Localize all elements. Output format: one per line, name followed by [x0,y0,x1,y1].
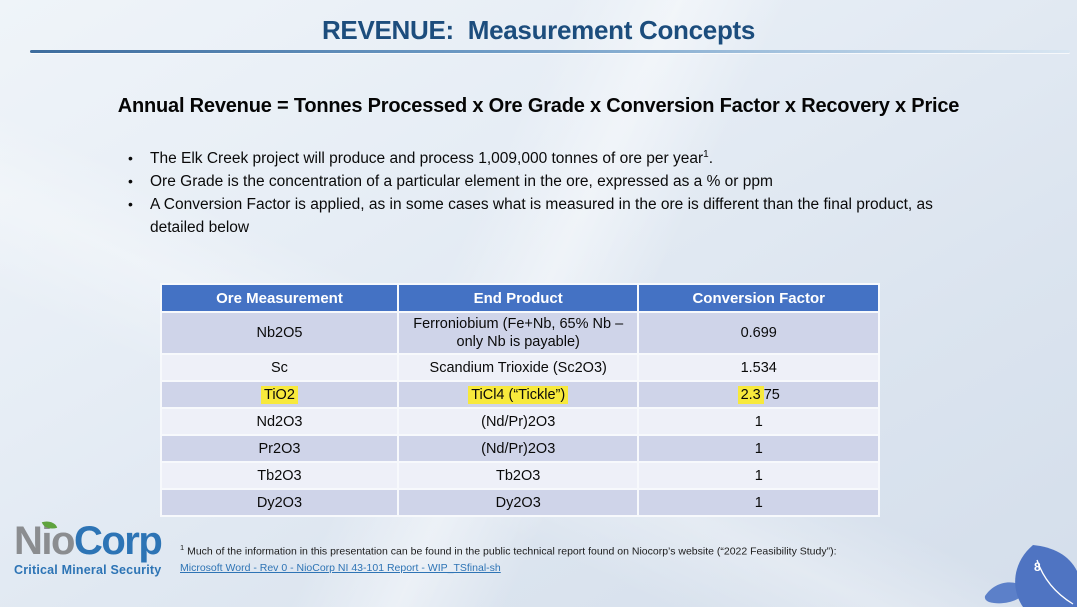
cell-product: Scandium Trioxide (Sc2O3) [396,353,640,382]
slide-title: REVENUE: Measurement Concepts [321,15,756,45]
table-row: Sc Scandium Trioxide (Sc2O3) 1.534 [160,353,880,382]
logo-text-corp: Corp [73,519,163,563]
logo-wordmark: NioCorp [14,518,184,563]
large-leaf-icon [1015,545,1077,607]
footnote-marker: 1 [703,148,709,160]
logo-tagline: Critical Mineral Security [14,563,162,577]
cell-factor: 2.3 75 [637,380,880,409]
bullet-elk-creek: The Elk Creek project will produce and p… [128,147,978,170]
table-row: Dy2O3 Dy2O3 1 [160,488,880,517]
bullet-text: Ore Grade is the concentration of a part… [150,173,773,190]
cell-product: (Nd/Pr)2O3 [396,434,640,463]
footnote-text: Much of the information in this presenta… [184,545,837,558]
cell-ore: Tb2O3 [160,461,399,490]
cell-ore: Nd2O3 [160,407,399,436]
cell-product: (Nd/Pr)2O3 [396,407,640,436]
cell-ore: Sc [160,353,399,382]
page-number: 8 [1034,560,1041,574]
highlighted-text: TiO2 [261,385,298,404]
bullet-conversion-factor: A Conversion Factor is applied, as in so… [128,193,978,239]
column-header-end-product: End Product [396,283,640,313]
factor-rest: 75 [763,386,780,403]
cell-factor: 1 [637,407,880,436]
cell-factor: 1 [637,434,880,463]
table-row: Tb2O3 Tb2O3 1 [160,461,880,490]
table-row-highlighted: TiO2 TiCl4 (“Tickle”) 2.3 75 [160,380,880,409]
cell-ore: Nb2O5 [160,311,399,355]
bullet-text: The Elk Creek project will produce and p… [150,150,704,167]
cell-product: TiCl4 (“Tickle”) [396,380,640,409]
corner-leaf-decoration: 8 [984,545,1077,607]
footnote: 1 Much of the information in this presen… [180,540,890,576]
highlighted-text: 2.3 [737,385,764,404]
title-divider [30,50,1070,53]
bullet-list: The Elk Creek project will produce and p… [128,147,978,239]
cell-ore: Dy2O3 [160,488,399,517]
cell-product: Ferroniobium (Fe+Nb, 65% Nb – only Nb is… [396,311,640,355]
table-row: Nd2O3 (Nd/Pr)2O3 1 [160,407,880,436]
bullet-tail: . [708,150,714,167]
niocorp-logo: NioCorp Critical Mineral Security [14,518,184,577]
feasibility-study-link[interactable]: Microsoft Word - Rev 0 - NioCorp NI 43-1… [180,561,501,574]
cell-ore: Pr2O3 [160,434,399,463]
leaf-vein [1036,559,1074,605]
cell-factor: 1 [637,488,880,517]
column-header-conversion-factor: Conversion Factor [637,283,880,313]
table-header-row: Ore Measurement End Product Conversion F… [160,283,880,313]
cell-factor: 1.534 [637,353,880,382]
cell-ore: TiO2 [160,380,399,409]
highlighted-text: TiCl4 (“Tickle”) [468,385,569,404]
conversion-factor-table: Ore Measurement End Product Conversion F… [160,283,880,517]
table-row: Pr2O3 (Nd/Pr)2O3 1 [160,434,880,463]
cell-factor: 0.699 [637,311,880,355]
revenue-formula: Annual Revenue = Tonnes Processed x Ore … [117,95,960,117]
cell-product: Dy2O3 [396,488,640,517]
column-header-ore-measurement: Ore Measurement [160,283,399,313]
cell-factor: 1 [637,461,880,490]
bullet-text: A Conversion Factor is applied, as in so… [150,196,933,236]
footnote-marker: 1 [180,543,185,552]
cell-product: Tb2O3 [396,461,640,490]
table-row: Nb2O5 Ferroniobium (Fe+Nb, 65% Nb – only… [160,311,880,355]
bullet-ore-grade: Ore Grade is the concentration of a part… [128,170,978,193]
